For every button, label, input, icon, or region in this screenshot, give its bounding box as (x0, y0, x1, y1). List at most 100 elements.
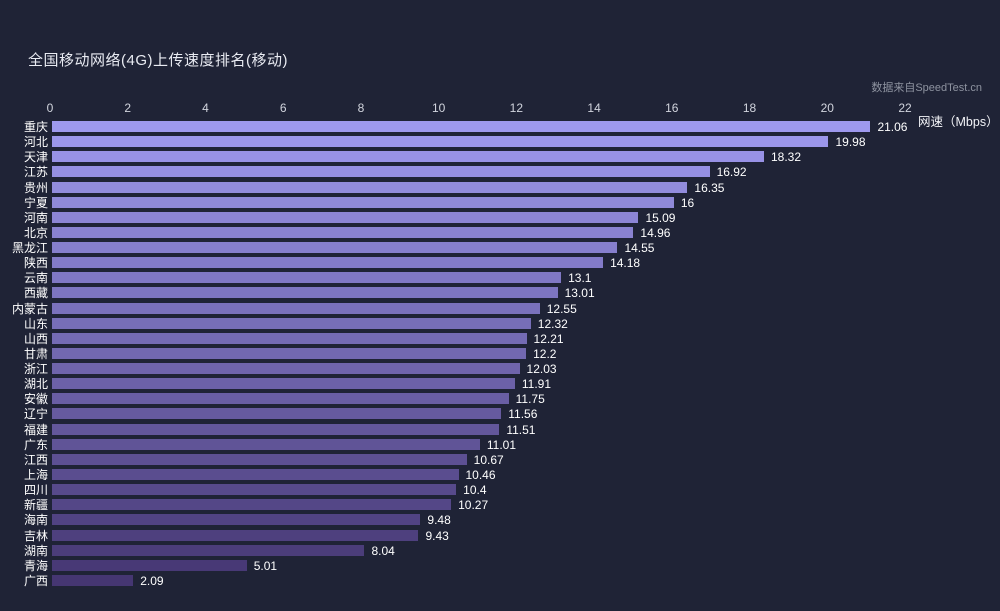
x-axis: 0 2 4 6 8 10 12 14 16 18 20 22 (0, 101, 1000, 115)
bar[interactable] (52, 226, 634, 238)
bar[interactable] (52, 514, 421, 526)
bar[interactable] (52, 332, 527, 344)
bar-row: 河南 15.09 (0, 211, 1000, 224)
value-label: 11.91 (521, 377, 551, 392)
bar-row: 宁夏 16 (0, 196, 1000, 209)
x-axis-tick: 6 (279, 101, 287, 115)
bar[interactable] (52, 136, 829, 148)
bar[interactable] (52, 423, 500, 435)
bar-row: 吉林 9.43 (0, 528, 1000, 543)
category-label: 吉林 (23, 528, 48, 543)
value-label: 14.18 (610, 256, 641, 271)
bar-row: 四川 10.4 (0, 484, 1000, 496)
bar-row: 新疆 10.27 (0, 499, 1000, 511)
bar[interactable] (52, 393, 509, 405)
x-axis-tick: 12 (509, 101, 524, 115)
category-label: 云南 (23, 271, 48, 286)
value-label: 12.03 (526, 362, 557, 377)
value-label: 16.35 (694, 180, 725, 195)
category-label: 河北 (23, 135, 48, 150)
bar[interactable] (52, 196, 674, 208)
bar-row: 内蒙古 12.55 (0, 301, 1000, 316)
bar[interactable] (52, 166, 710, 178)
bar[interactable] (52, 529, 419, 541)
bar[interactable] (52, 317, 531, 329)
value-label: 9.48 (427, 513, 451, 528)
bar-row: 湖北 11.91 (0, 378, 1000, 390)
bar-row: 安徽 11.75 (0, 393, 1000, 405)
x-axis-tick: 10 (431, 101, 446, 115)
bar[interactable] (52, 559, 247, 571)
bar[interactable] (52, 544, 365, 556)
bar-row: 江苏 16.92 (0, 166, 1000, 178)
category-label: 江苏 (23, 165, 48, 180)
bar[interactable] (52, 272, 562, 284)
value-label: 12.21 (533, 331, 564, 346)
category-label: 辽宁 (23, 407, 48, 422)
category-label: 内蒙古 (11, 301, 48, 316)
value-label: 19.98 (835, 135, 866, 150)
data-source-note: 数据来自SpeedTest.cn (871, 82, 982, 94)
chart-title: 全国移动网络(4G)上传速度排名(移动) (28, 52, 288, 69)
bar[interactable] (52, 574, 134, 586)
bar[interactable] (52, 484, 457, 496)
bar-row: 湖南 8.04 (0, 544, 1000, 557)
value-label: 10.67 (473, 452, 504, 467)
bar[interactable] (52, 151, 764, 163)
bar[interactable] (52, 363, 520, 375)
bar[interactable] (52, 287, 558, 299)
x-axis-tick: 22 (898, 101, 912, 115)
value-label: 11.56 (508, 407, 538, 422)
value-label: 10.27 (458, 498, 489, 513)
category-label: 江西 (23, 452, 48, 467)
bar[interactable] (52, 378, 515, 390)
bar[interactable] (52, 468, 459, 480)
value-label: 12.2 (533, 346, 557, 361)
value-label: 11.51 (506, 422, 536, 437)
category-label: 上海 (23, 467, 48, 482)
bar[interactable] (52, 302, 540, 314)
bar[interactable] (52, 499, 452, 511)
x-axis-tick: 8 (357, 101, 365, 115)
value-label: 13.01 (564, 286, 595, 301)
category-label: 山东 (23, 316, 48, 331)
category-label: 西藏 (23, 286, 48, 301)
bar[interactable] (52, 347, 527, 359)
bar[interactable] (52, 121, 871, 132)
bar-row: 浙江 12.03 (0, 363, 1000, 375)
bar[interactable] (52, 408, 502, 420)
bar-row: 广东 11.01 (0, 438, 1000, 451)
category-label: 山西 (23, 331, 48, 346)
x-axis-tick: 16 (665, 101, 679, 115)
bar-row: 山东 12.32 (0, 316, 1000, 331)
value-label: 11.75 (515, 392, 545, 407)
category-label: 新疆 (23, 498, 48, 513)
category-label: 青海 (23, 558, 48, 573)
x-axis-tick: 20 (820, 101, 834, 115)
category-label: 浙江 (23, 362, 48, 377)
bar-row: 辽宁 11.56 (0, 408, 1000, 420)
bar[interactable] (52, 257, 604, 269)
bar-row: 海南 9.48 (0, 514, 1000, 526)
bar[interactable] (52, 438, 480, 450)
bar[interactable] (52, 181, 688, 193)
bar-row: 陕西 14.18 (0, 257, 1000, 269)
bar[interactable] (52, 453, 467, 465)
x-axis-tick: 14 (587, 101, 601, 115)
value-label: 10.46 (465, 467, 496, 482)
value-label: 21.06 (877, 120, 908, 134)
bar-row: 福建 11.51 (0, 422, 1000, 437)
value-label: 13.1 (568, 271, 592, 286)
value-label: 18.32 (770, 150, 801, 165)
category-label: 海南 (23, 513, 48, 528)
bar[interactable] (52, 211, 639, 223)
category-label: 天津 (23, 150, 48, 165)
bar-row: 重庆 21.06 (0, 121, 1000, 133)
bar-row: 河北 19.98 (0, 136, 1000, 148)
x-axis-unit-label: 网速（Mbps） (918, 115, 999, 129)
category-label: 湖北 (23, 377, 48, 392)
bar-row: 黑龙江 14.55 (0, 242, 1000, 254)
bar[interactable] (52, 242, 618, 254)
category-label: 四川 (23, 483, 48, 498)
